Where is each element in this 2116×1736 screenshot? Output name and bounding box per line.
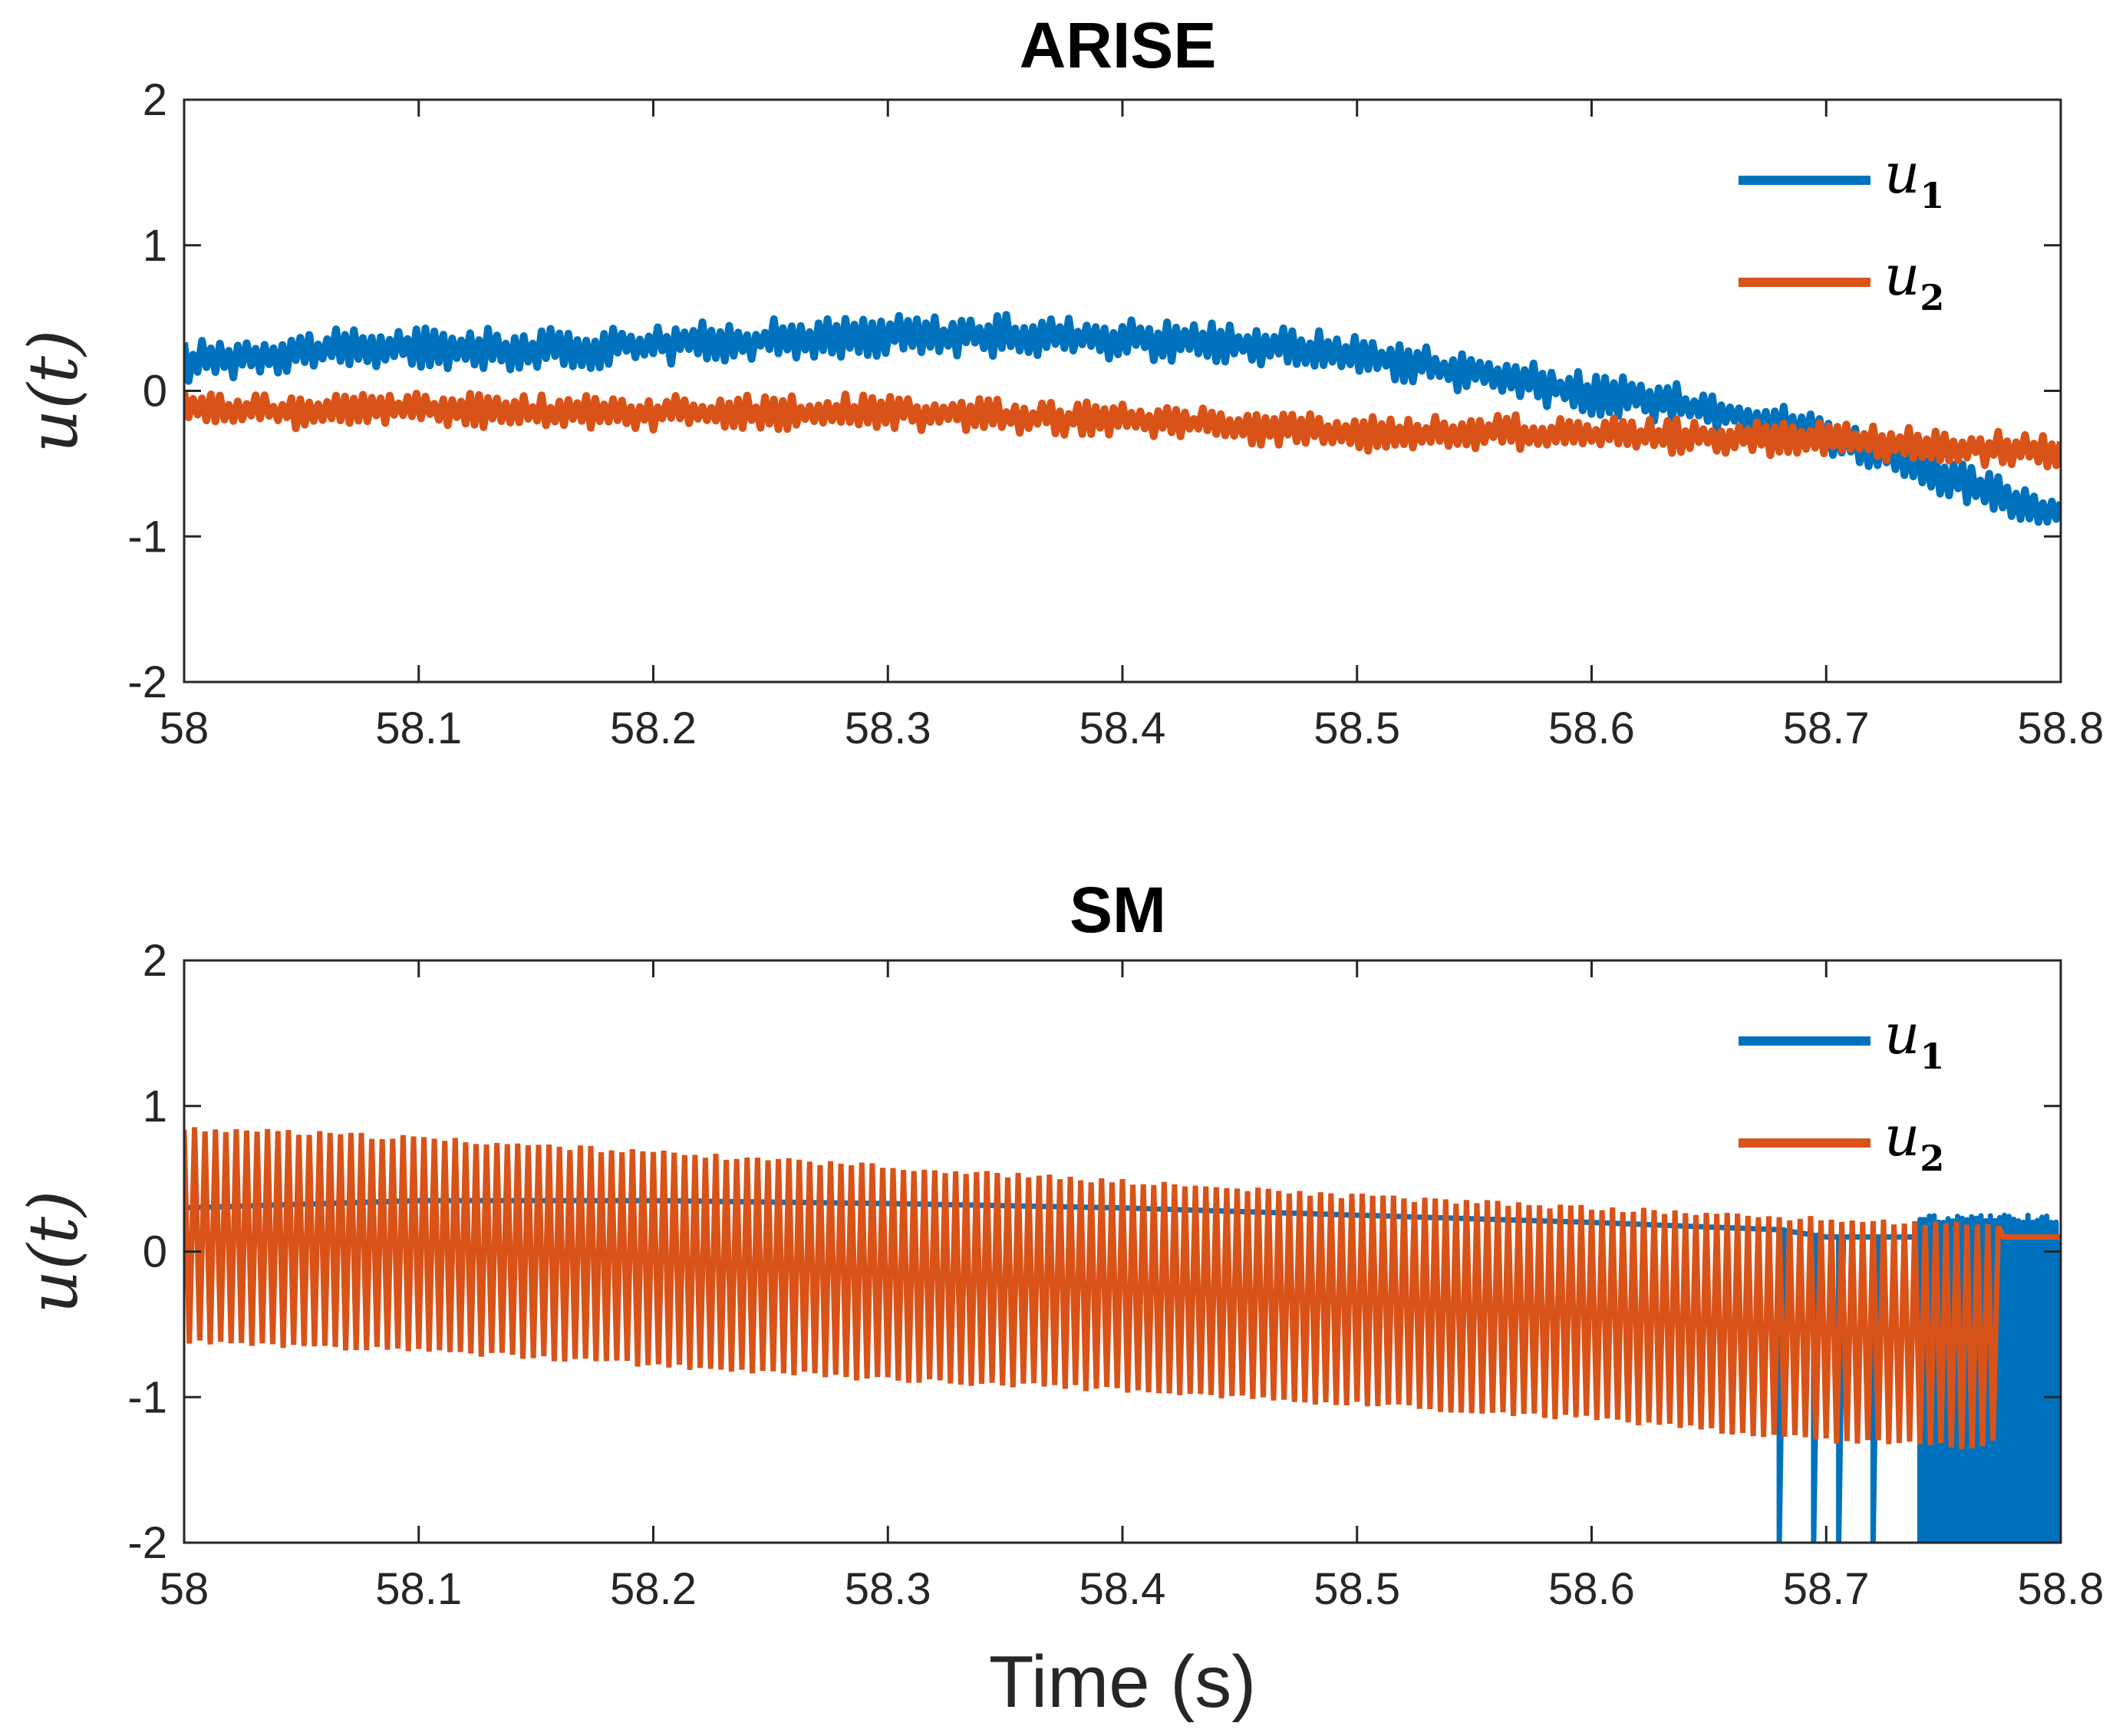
x-tick-label-sm: 58.1 — [375, 1564, 462, 1614]
y-ticks-arise: 2 1 0 -1 -2 — [127, 75, 2061, 707]
x-ticks-arise: 58 58.1 58.2 58.3 58.4 58.5 58.6 58.7 58.8 — [160, 100, 2104, 753]
x-tick-label-arise: 58.8 — [2018, 703, 2104, 753]
x-axis-label-sm: Time (s) — [989, 1641, 1256, 1723]
x-tick-label-sm: 58.2 — [610, 1564, 697, 1614]
y-tick-label-arise: 2 — [143, 75, 167, 125]
x-tick-label-sm: 58.4 — [1079, 1564, 1166, 1614]
legend-name: u — [1884, 1002, 1920, 1066]
legend-subscript: 1 — [1920, 1036, 1944, 1077]
legend-subscript: 2 — [1920, 277, 1944, 318]
x-tick-label-arise: 58.2 — [610, 703, 697, 753]
legend-label-u2-sm: u2 — [1884, 1104, 1944, 1179]
axes-sm: SM 2 1 0 -1 -2 58 58.1 58.2 58.3 58.4 58.5 58.6 58.… — [14, 874, 2104, 1723]
x-tick-label-sm: 58 — [160, 1564, 209, 1614]
y-tick-label-sm: 0 — [143, 1227, 167, 1277]
legend-name: u — [1884, 1104, 1920, 1168]
chart-title-sm: SM — [1070, 874, 1166, 946]
axes-box-arise — [183, 98, 2062, 684]
y-tick-label-sm: -1 — [127, 1372, 167, 1422]
plot-area-arise — [184, 311, 2061, 526]
x-tick-label-arise: 58.5 — [1313, 703, 1400, 753]
plot-area-sm — [184, 1127, 2061, 1543]
x-tick-label-arise: 58.7 — [1783, 703, 1870, 753]
y-tick-label-arise: 1 — [143, 221, 167, 271]
y-tick-label-arise: -2 — [127, 657, 167, 707]
x-tick-label-sm: 58.6 — [1548, 1564, 1635, 1614]
legend-subscript: 2 — [1920, 1138, 1944, 1179]
y-tick-label-sm: 2 — [143, 936, 167, 986]
legend-subscript: 1 — [1920, 175, 1944, 216]
series-line-u1-arise — [184, 311, 2061, 526]
series-line-u2-sm — [184, 1127, 2061, 1450]
x-tick-label-sm: 58.8 — [2018, 1564, 2104, 1614]
legend-label-u1-arise: u1 — [1884, 141, 1944, 216]
legend-name: u — [1884, 141, 1920, 206]
y-tick-label-arise: 0 — [143, 367, 167, 417]
legend-label-u2-arise: u2 — [1884, 243, 1944, 318]
chart-title-arise: ARISE — [1020, 9, 1217, 81]
x-tick-label-arise: 58.4 — [1079, 703, 1166, 753]
x-tick-label-sm: 58.3 — [845, 1564, 931, 1614]
y-tick-label-sm: -2 — [127, 1518, 167, 1568]
x-tick-label-arise: 58 — [160, 703, 209, 753]
axes-arise: ARISE 2 1 0 -1 -2 58 58.1 58.2 58.3 58.4 58.5 58.6… — [14, 9, 2104, 753]
y-tick-label-arise: -1 — [127, 512, 167, 562]
x-tick-label-arise: 58.3 — [845, 703, 931, 753]
x-tick-label-sm: 58.5 — [1313, 1564, 1400, 1614]
y-tick-label-sm: 1 — [143, 1082, 167, 1132]
y-ticks-sm: 2 1 0 -1 -2 — [127, 936, 2061, 1568]
x-ticks-sm: 58 58.1 58.2 58.3 58.4 58.5 58.6 58.7 58.8 — [160, 960, 2104, 1614]
x-tick-label-arise: 58.6 — [1548, 703, 1635, 753]
x-tick-label-arise: 58.1 — [375, 703, 462, 753]
series-group-arise — [184, 311, 2061, 526]
legend-label-u1-sm: u1 — [1884, 1002, 1944, 1077]
series-line-u2-arise — [184, 390, 2061, 471]
legend-name: u — [1884, 243, 1920, 308]
x-tick-label-sm: 58.7 — [1783, 1564, 1870, 1614]
series-group-sm — [184, 1127, 2061, 1543]
y-axis-label-sm: u(t) — [14, 1191, 93, 1314]
y-axis-label-arise: u(t) — [14, 330, 93, 453]
